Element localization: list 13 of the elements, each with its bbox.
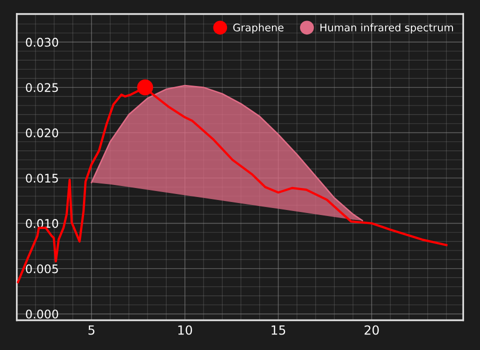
y-tick-label: 0.015 xyxy=(26,174,58,183)
y-tick-label: 0.025 xyxy=(26,83,58,92)
x-tick-label: 20 xyxy=(364,325,379,335)
x-tick-label: 10 xyxy=(178,325,192,335)
y-tick-label: 0.000 xyxy=(26,310,58,319)
y-tick-label: 0.010 xyxy=(26,219,58,228)
y-tick-label: 0.020 xyxy=(26,128,58,138)
y-tick-label: 0.030 xyxy=(26,38,58,47)
y-tick-label: 0.005 xyxy=(26,264,58,274)
legend-label: Graphene xyxy=(233,23,284,34)
x-tick-label: 15 xyxy=(272,325,286,335)
legend-label: Human infrared spectrum xyxy=(320,23,453,34)
x-tick-label: 5 xyxy=(88,325,94,335)
